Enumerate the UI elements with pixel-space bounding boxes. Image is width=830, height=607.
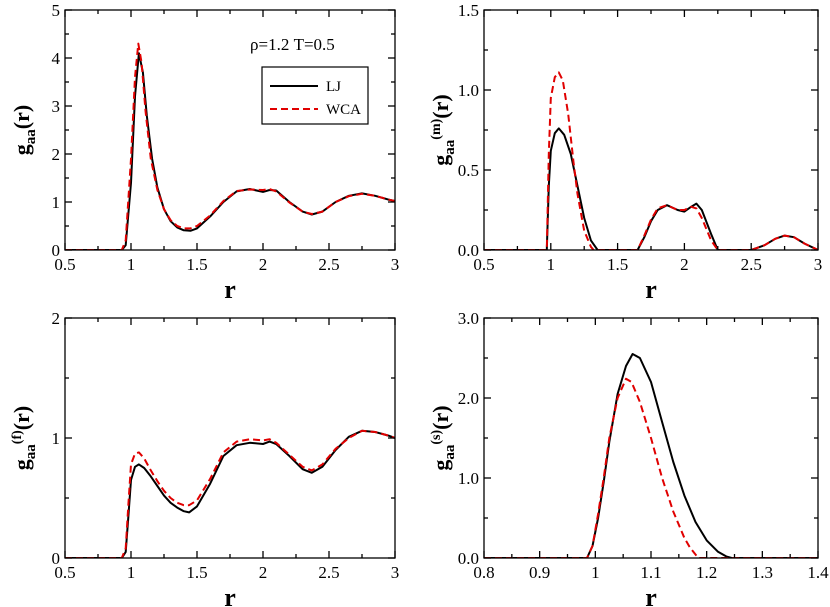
y-label-main: g [428, 155, 453, 166]
y-tick-label: 2 [52, 309, 61, 328]
y-label-sub: aa [23, 129, 39, 145]
y-axis-label: gaa(s)(r) [428, 405, 458, 470]
x-tick-label: 1 [591, 563, 600, 582]
y-tick-label: 1 [52, 429, 61, 448]
x-tick-label: 2 [680, 255, 689, 274]
y-label-sub: aa [442, 444, 458, 460]
y-label-arg: (r) [428, 94, 453, 118]
x-tick-label: 1.4 [807, 563, 829, 582]
y-tick-label: 4 [52, 49, 61, 68]
y-tick-label: 1.0 [458, 81, 479, 100]
series-lj [484, 353, 818, 558]
y-axis-label: gaa(m)(r) [428, 94, 458, 165]
y-label-sup: (m) [429, 118, 444, 139]
y-tick-label: 1 [52, 193, 61, 212]
x-tick-label: 0.9 [529, 563, 550, 582]
series-wca [484, 377, 818, 558]
y-tick-label: 0 [52, 549, 61, 568]
y-label-sub: aa [23, 444, 39, 460]
x-axis-label: r [645, 583, 657, 607]
plot-frame [64, 9, 396, 251]
y-tick-label: 5 [52, 1, 61, 20]
y-tick-label: 2 [52, 145, 61, 164]
x-tick-label: 2.5 [318, 563, 339, 582]
y-tick-label: 2.0 [458, 389, 479, 408]
y-axis-label: gaa(f)(r) [9, 406, 39, 470]
legend-box [261, 66, 369, 125]
series-wca [484, 71, 818, 250]
series-wca [65, 42, 395, 250]
plot-frame [483, 9, 819, 251]
x-tick-label: 1.5 [607, 255, 628, 274]
legend-label-wca: WCA [326, 102, 361, 118]
panel-a: 0.5 1 1.5 2 2.5 3 0 1 2 3 4 5 r gaa(r) ρ=1.2 T=0.5 LJ WC… [9, 1, 399, 304]
panel-d: 0.8 0.9 1 1.1 1.2 1.3 1.4 0.0 1.0 2.0 3.0 r gaa(s)(r… [428, 309, 829, 607]
x-tick-label: 1.3 [752, 563, 773, 582]
series-lj [65, 429, 395, 558]
y-tick-label: 3 [52, 97, 61, 116]
plot-frame [64, 317, 396, 559]
legend: LJ WCA [261, 66, 369, 125]
x-tick-label: 0.8 [473, 563, 494, 582]
x-tick-label: 0.5 [473, 255, 494, 274]
x-tick-label: 1.1 [640, 563, 661, 582]
x-tick-label: 1 [127, 563, 136, 582]
y-label-arg: (r) [428, 405, 453, 429]
legend-label-lj: LJ [326, 79, 341, 95]
y-tick-label: 0.0 [458, 241, 479, 260]
panel-c: 0.5 1 1.5 2 2.5 3 0 1 2 r gaa(f)(r) [9, 309, 399, 607]
x-tick-label: 1 [547, 255, 556, 274]
y-tick-label: 0 [52, 241, 61, 260]
x-tick-label: 1.5 [186, 255, 207, 274]
x-axis-label: r [645, 275, 657, 304]
x-tick-label: 1.5 [186, 563, 207, 582]
x-tick-label: 0.5 [54, 563, 75, 582]
x-tick-label: 3 [391, 563, 400, 582]
x-axis-label: r [224, 583, 236, 607]
y-label-arg: (r) [9, 406, 34, 430]
y-label-sub: aa [442, 139, 458, 155]
y-tick-label: 1.5 [458, 1, 479, 20]
y-tick-label: 3.0 [458, 309, 479, 328]
y-tick-label: 0.5 [458, 161, 479, 180]
y-axis-label: gaa(r) [9, 105, 39, 155]
x-tick-label: 3 [814, 255, 823, 274]
annotation: ρ=1.2 T=0.5 [250, 35, 335, 54]
x-tick-label: 0.5 [54, 255, 75, 274]
y-tick-label: 1.0 [458, 469, 479, 488]
y-tick-label: 0.0 [458, 549, 479, 568]
x-tick-label: 1.2 [696, 563, 717, 582]
x-axis-label: r [224, 275, 236, 304]
y-label-arg: (r) [9, 105, 34, 129]
x-tick-label: 2 [259, 563, 268, 582]
y-label-main: g [9, 459, 34, 470]
y-label-main: g [9, 144, 34, 155]
series-lj [484, 127, 818, 250]
x-tick-label: 2.5 [741, 255, 762, 274]
y-label-sup: (s) [429, 429, 444, 444]
y-label-sup: (f) [10, 430, 25, 444]
y-label-main: g [428, 460, 453, 471]
series-wca [65, 429, 395, 558]
x-tick-label: 3 [391, 255, 400, 274]
x-tick-label: 2 [259, 255, 268, 274]
x-tick-label: 1 [127, 255, 136, 274]
x-tick-label: 2.5 [318, 255, 339, 274]
